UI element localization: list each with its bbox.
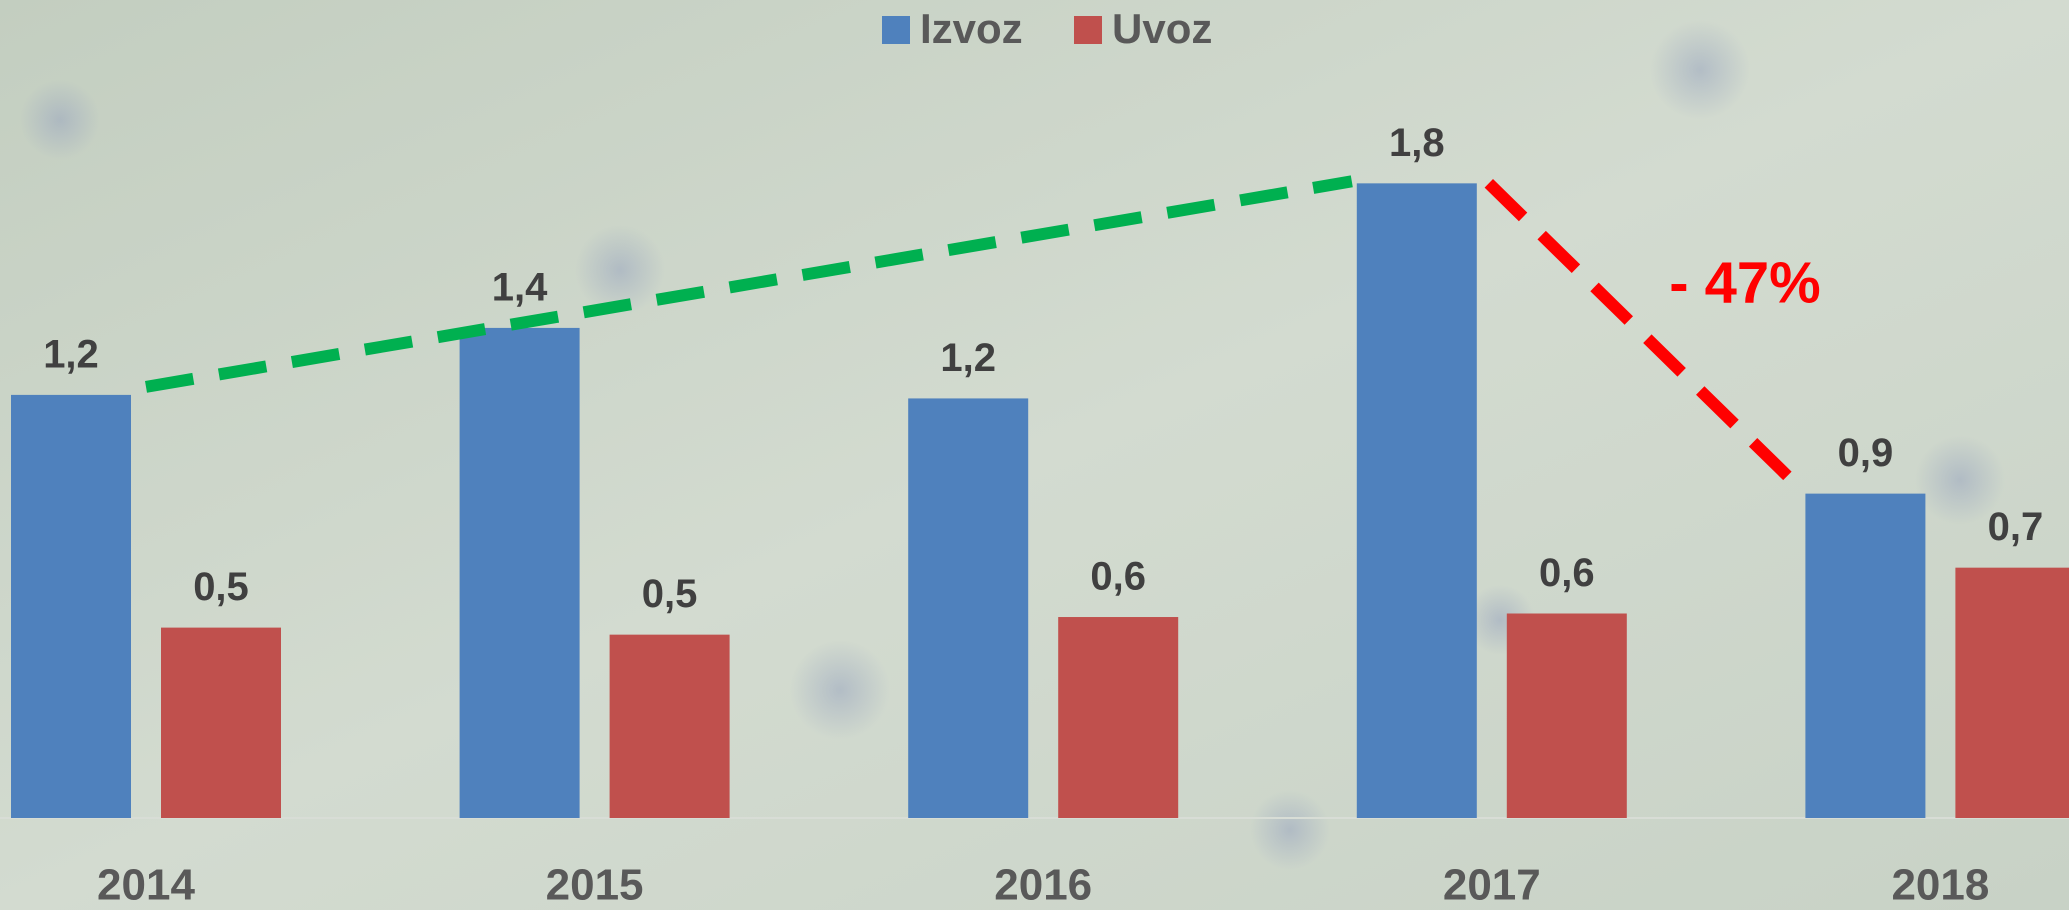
bar xyxy=(459,327,580,818)
data-label: 0,6 xyxy=(1090,555,1146,599)
data-label: 0,9 xyxy=(1838,431,1894,475)
data-label: 1,8 xyxy=(1389,121,1445,165)
data-label: 0,6 xyxy=(1539,551,1595,595)
trend-line xyxy=(144,175,1353,393)
data-label: 0,7 xyxy=(1988,505,2044,549)
annotation: - 47% xyxy=(1669,250,1821,315)
bar xyxy=(908,398,1029,818)
data-label: 1,4 xyxy=(492,265,548,309)
data-label: 0,5 xyxy=(193,565,249,609)
bar xyxy=(1955,567,2069,818)
legend-label: Uvoz xyxy=(1112,5,1212,52)
x-tick-label: 2015 xyxy=(546,861,644,910)
x-tick-label: 2016 xyxy=(994,861,1092,910)
bar xyxy=(1506,613,1627,818)
bar xyxy=(161,627,281,818)
bar xyxy=(11,394,131,818)
data-label: 1,2 xyxy=(43,332,99,376)
x-tick-label: 2017 xyxy=(1443,861,1541,910)
x-tick-label: 2018 xyxy=(1891,861,1989,910)
x-tick-label: 2014 xyxy=(97,861,195,910)
background-texture xyxy=(20,20,2005,870)
legend-swatch xyxy=(1074,16,1102,44)
bar xyxy=(1058,617,1179,818)
bar xyxy=(1356,183,1477,818)
legend-label: Izvoz xyxy=(920,5,1023,52)
bar xyxy=(1805,493,1926,818)
data-label: 1,2 xyxy=(940,336,996,380)
legend-swatch xyxy=(882,16,910,44)
bar xyxy=(609,634,730,818)
data-label: 0,5 xyxy=(642,572,698,616)
